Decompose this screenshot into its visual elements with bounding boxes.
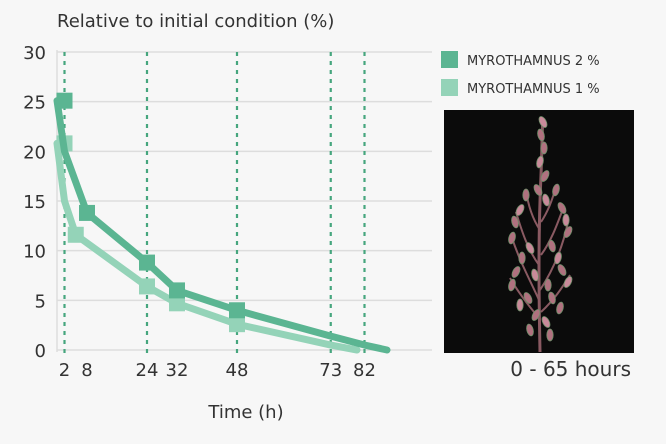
plant-leaf (557, 264, 567, 276)
plant-leaf (563, 276, 573, 288)
vline-layer (63, 52, 366, 356)
data-point-marker (67, 226, 84, 243)
plant-leaf (541, 316, 551, 328)
plant-leaf (518, 251, 526, 265)
x-tick-label: 48 (226, 360, 249, 381)
chart-title: Relative to initial condition (%) (57, 11, 334, 32)
plant-leaf (522, 188, 530, 202)
plant-leaf (526, 323, 534, 337)
legend: MYROTHAMNUS 2 % MYROTHAMNUS 1 % (441, 51, 600, 97)
plant-illustration (508, 116, 573, 353)
plant-leaf (556, 301, 564, 315)
data-point-marker (139, 278, 155, 295)
plant-leaf (557, 202, 567, 214)
plant-leaf (531, 268, 539, 282)
data-point-marker (229, 316, 245, 333)
data-point-marker (139, 254, 155, 271)
x-tick-label: 32 (166, 360, 189, 381)
x-tick-label: 2 (59, 360, 70, 381)
plant-leaf (546, 328, 554, 342)
photo-caption: 0 - 65 hours (510, 357, 631, 381)
plant-branch (515, 211, 540, 266)
plant-leaf (552, 183, 560, 197)
plant-leaf (548, 239, 556, 253)
plant-leaf (508, 278, 516, 292)
x-tick-label: 8 (81, 360, 92, 381)
data-point-marker (169, 295, 185, 312)
plant-leaf (542, 193, 550, 207)
plant-leaf (540, 170, 550, 182)
x-axis-label: Time (h) (207, 402, 283, 423)
y-tick-label: 20 (23, 142, 46, 163)
legend-swatch-series-2 (441, 79, 458, 96)
y-tick-label: 30 (23, 43, 46, 64)
data-point-marker (169, 282, 185, 299)
legend-label-series-2: MYROTHAMNUS 1 % (467, 82, 600, 97)
plant-leaf (537, 128, 545, 142)
series-line-1 (53, 97, 391, 354)
y-tick-label: 5 (35, 291, 46, 312)
series-layer (53, 92, 391, 354)
data-point-marker (56, 92, 73, 109)
plant-leaf (516, 298, 524, 312)
x-tick-label: 73 (319, 360, 342, 381)
plant-leaf (544, 278, 552, 292)
plant-leaf (563, 226, 573, 238)
plant-leaf (554, 251, 562, 265)
plant-leaf (511, 215, 519, 229)
axis-layer: 0 5 10 15 20 25 30 2 8 24 32 48 73 82 (23, 43, 376, 381)
y-tick-label: 0 (35, 341, 46, 362)
plant-branch (511, 237, 540, 301)
plant-leaf (523, 292, 533, 304)
legend-swatch-series-1 (441, 51, 458, 68)
y-tick-label: 25 (23, 93, 46, 114)
x-tick-label: 24 (136, 360, 159, 381)
plant-leaf (548, 291, 556, 305)
plant-leaf (508, 231, 516, 245)
plant-leaf (515, 204, 525, 216)
plant-leaf (533, 184, 543, 196)
y-tick-label: 15 (23, 192, 46, 213)
grid-layer (56, 50, 432, 352)
plant-leaf (562, 213, 570, 227)
plant-leaf (540, 141, 548, 155)
data-point-marker (229, 302, 245, 319)
plant-leaf (538, 116, 548, 128)
plant-leaf (536, 155, 544, 169)
plant-photo (444, 110, 634, 353)
x-tick-label: 82 (353, 360, 376, 381)
legend-label-series-1: MYROTHAMNUS 2 % (467, 54, 600, 69)
plant-leaf (511, 266, 521, 278)
series-line-2 (53, 139, 361, 354)
plant-leaf (525, 242, 535, 254)
plant-leaf (531, 309, 541, 321)
y-tick-label: 10 (23, 242, 46, 263)
data-point-marker (79, 204, 95, 221)
